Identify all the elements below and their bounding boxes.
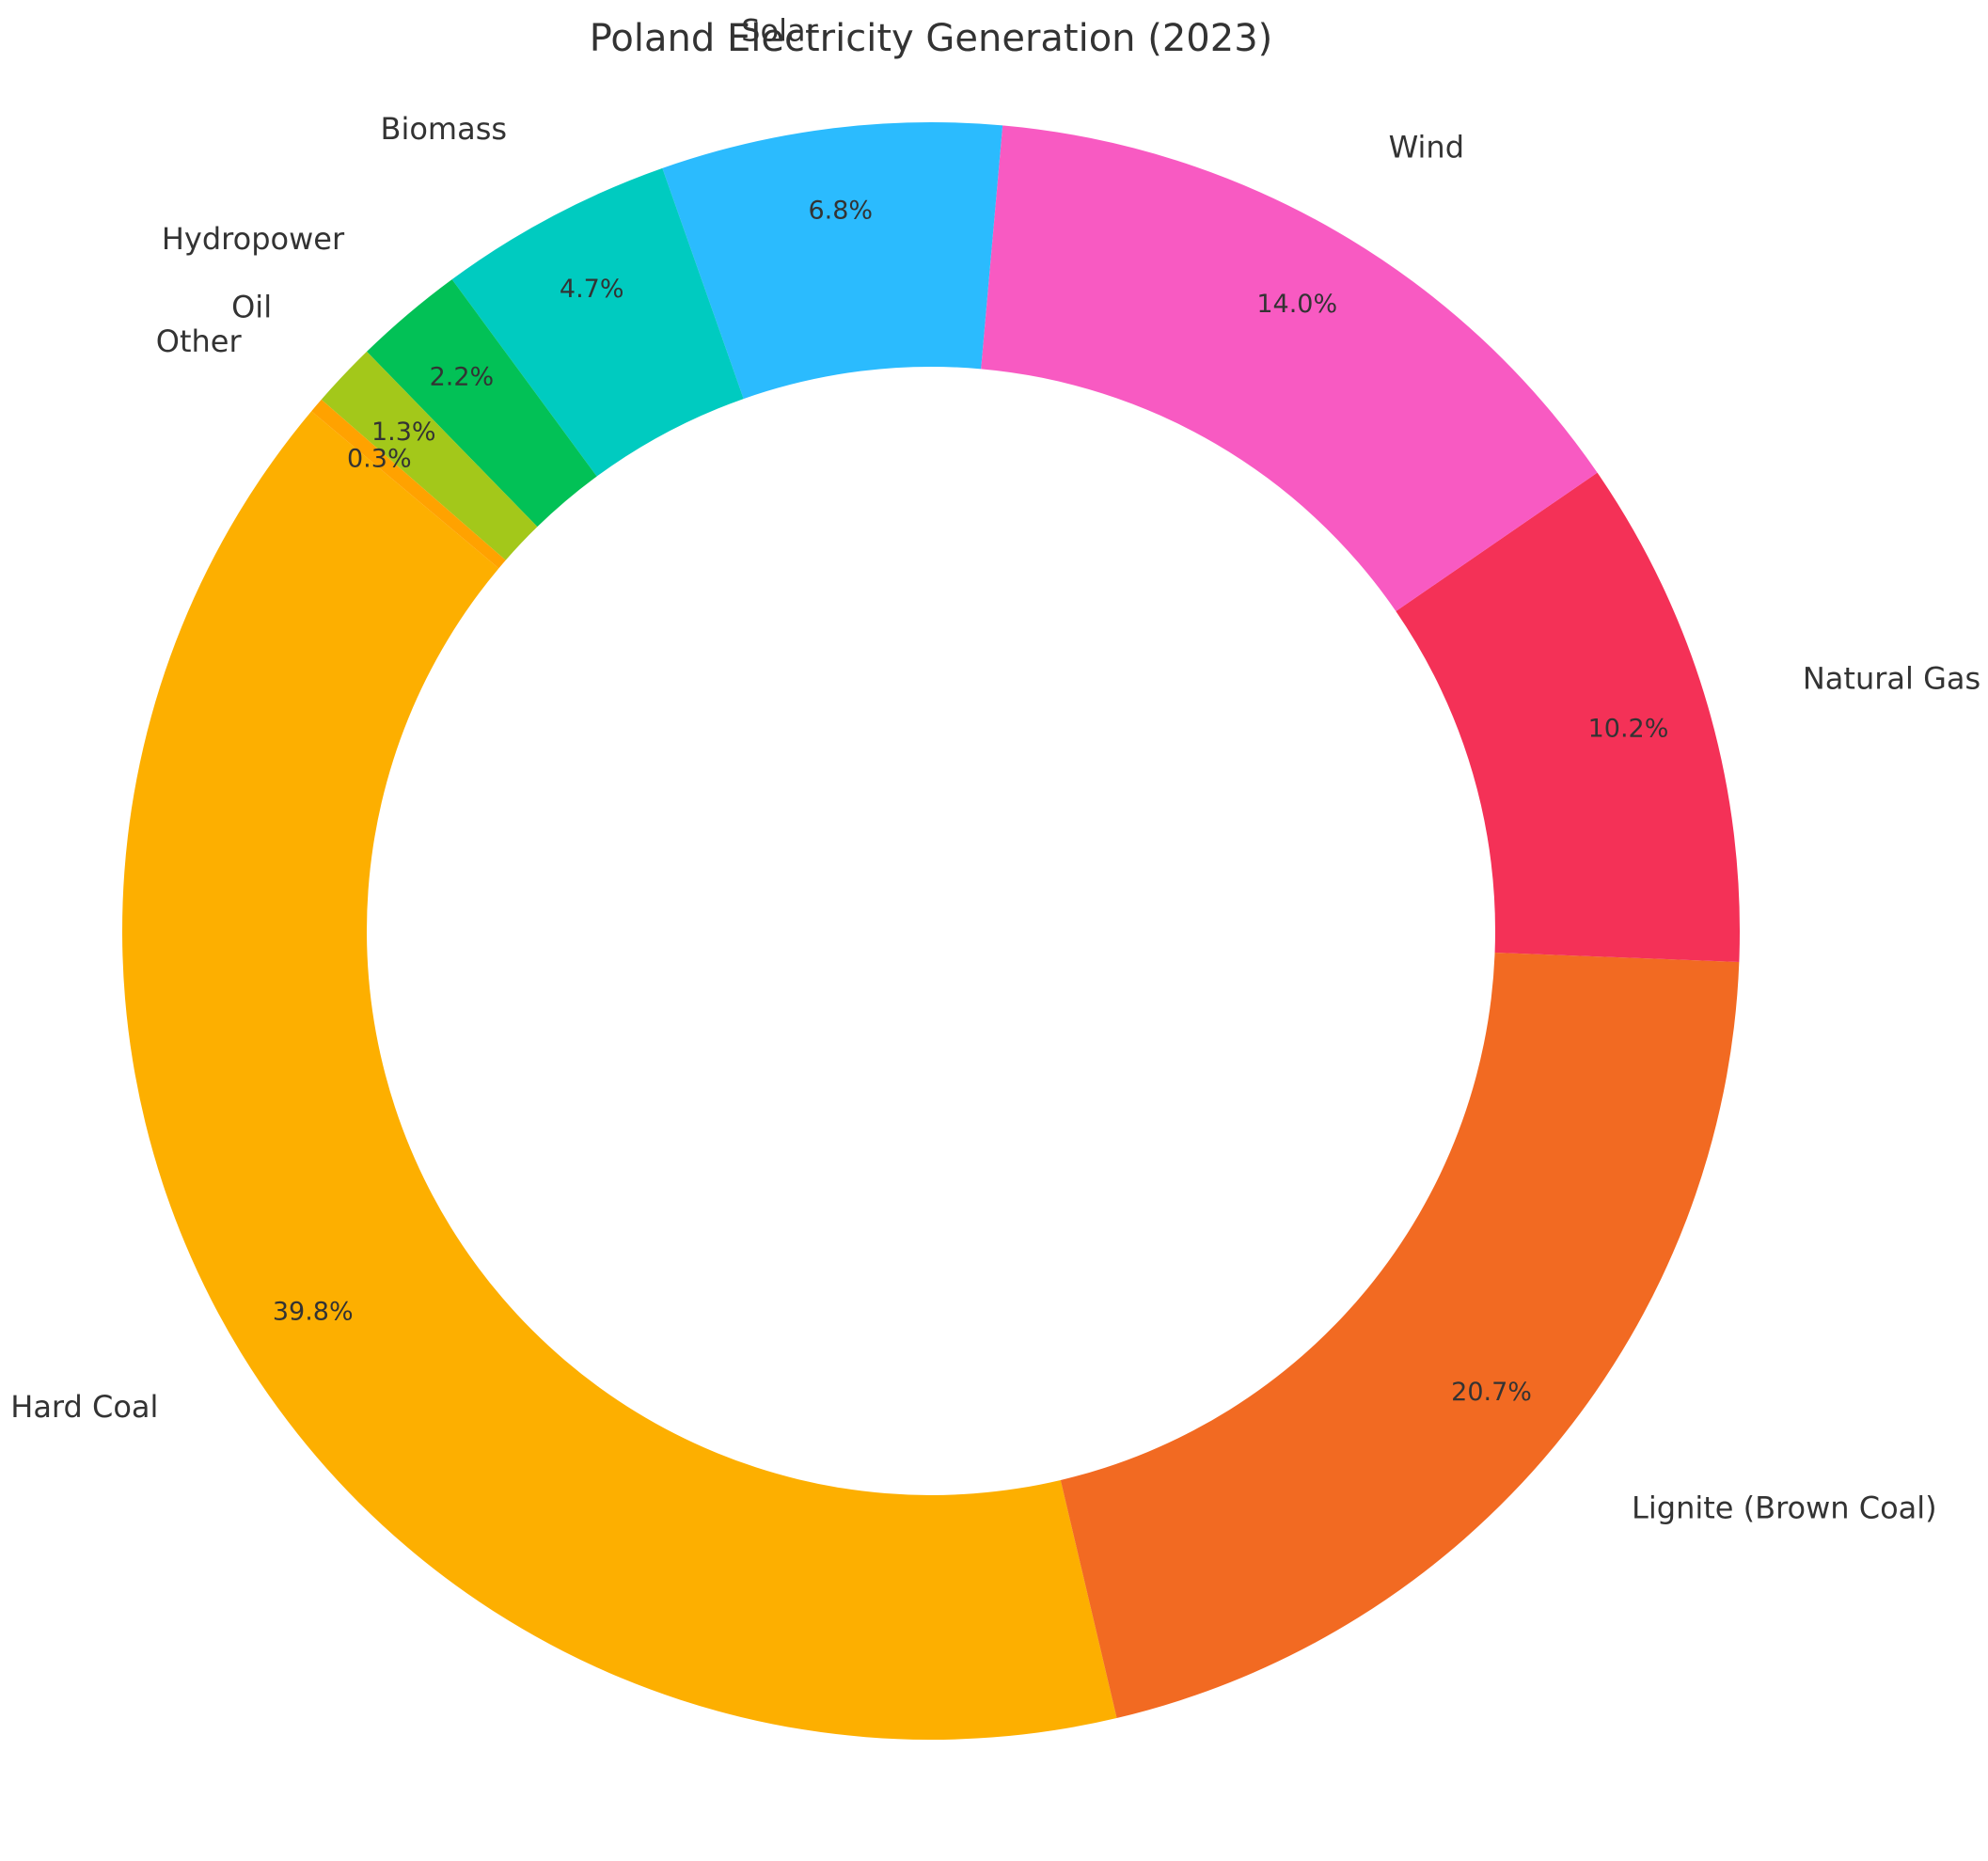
category-label-oil: Oil bbox=[231, 290, 272, 325]
category-label-natural-gas: Natural Gas bbox=[1803, 660, 1980, 696]
category-label-lignite-brown-coal: Lignite (Brown Coal) bbox=[1632, 1490, 1937, 1525]
category-label-wind: Wind bbox=[1389, 130, 1464, 166]
pct-label-lignite-brown-coal: 20.7% bbox=[1451, 1378, 1532, 1407]
pct-label-other: 0.3% bbox=[347, 445, 412, 474]
pct-label-oil: 1.3% bbox=[371, 418, 436, 447]
category-label-hydropower: Hydropower bbox=[162, 221, 345, 257]
labels-layer: 39.8% Hard Coal 20.7% Lignite (Brown Coal) 1… bbox=[10, 13, 1980, 1526]
slice-oil bbox=[321, 351, 538, 560]
slice-lignite-brown-coal bbox=[1060, 953, 1740, 1719]
slice-biomass bbox=[451, 167, 744, 477]
pct-label-biomass: 4.7% bbox=[560, 275, 624, 304]
slice-hard-coal bbox=[122, 411, 1117, 1740]
pct-label-solar: 6.8% bbox=[808, 197, 873, 226]
chart-title: Poland Electricity Generation (2023) bbox=[590, 17, 1273, 60]
slice-other bbox=[311, 399, 506, 569]
slice-natural-gas bbox=[1396, 472, 1740, 963]
pct-label-natural-gas: 10.2% bbox=[1588, 715, 1669, 744]
slice-solar bbox=[662, 122, 1003, 400]
category-label-hard-coal: Hard Coal bbox=[10, 1389, 158, 1425]
pct-label-hydropower: 2.2% bbox=[430, 363, 495, 392]
slice-wind bbox=[981, 125, 1598, 611]
pct-label-wind: 14.0% bbox=[1256, 290, 1337, 319]
category-label-other: Other bbox=[156, 323, 243, 359]
slice-hydropower bbox=[367, 279, 597, 528]
category-label-biomass: Biomass bbox=[380, 111, 507, 147]
slices-layer bbox=[122, 122, 1740, 1740]
pct-label-hard-coal: 39.8% bbox=[273, 1297, 354, 1326]
category-label-solar: Solar bbox=[741, 13, 818, 49]
